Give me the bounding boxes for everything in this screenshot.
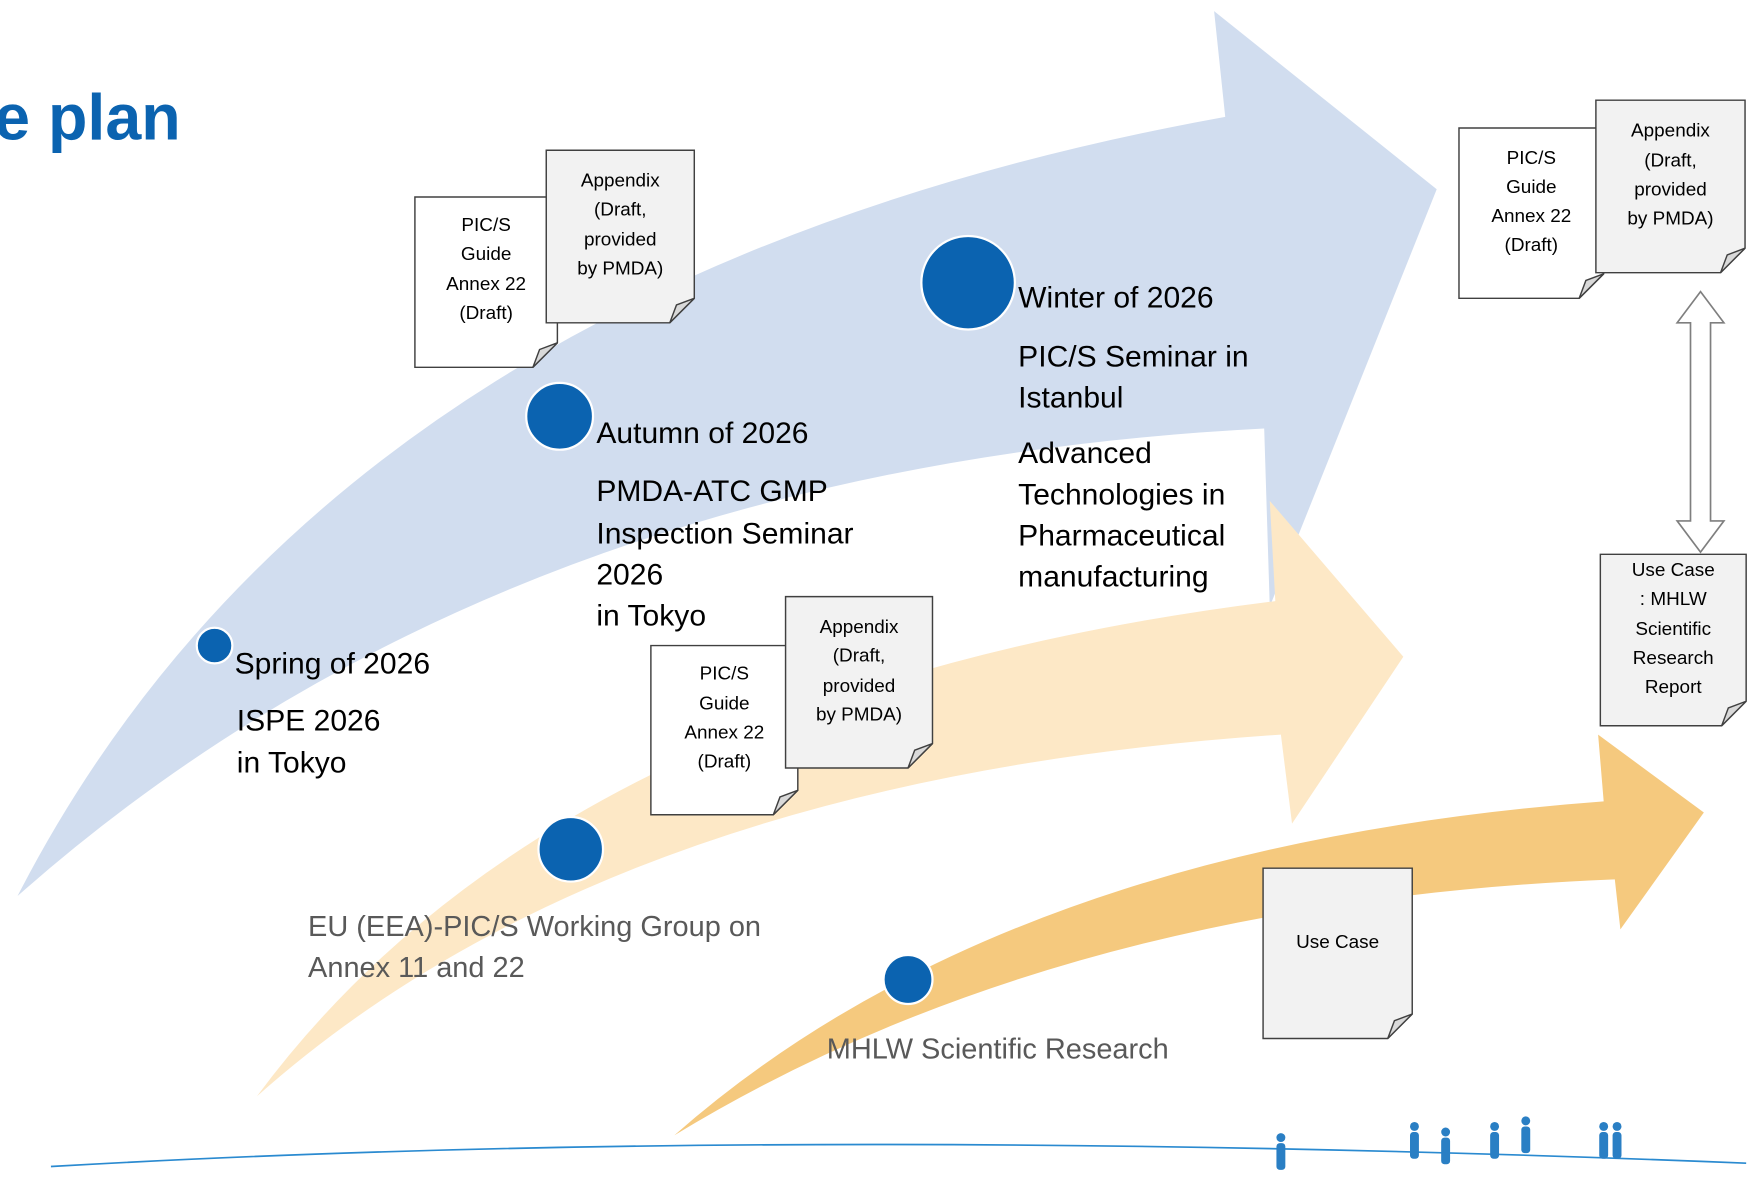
milestone-line: in Tokyo bbox=[237, 747, 347, 780]
slide: e plan PIC/S Guide Annex 22 (Draft) Appendix… bbox=[0, 0, 1747, 1191]
document-line: by PMDA) bbox=[577, 258, 663, 279]
figure-body bbox=[1410, 1132, 1419, 1159]
document-line: Annex 22 bbox=[1491, 206, 1571, 227]
figure-head bbox=[1441, 1128, 1450, 1137]
figure-head bbox=[1521, 1116, 1530, 1125]
document-line: PIC/S bbox=[461, 215, 510, 236]
document-line: Appendix bbox=[581, 170, 660, 191]
figure-head bbox=[1410, 1122, 1419, 1131]
track-label: EU (EEA)-PIC/S Working Group on bbox=[308, 911, 761, 943]
document-line: (Draft, bbox=[594, 199, 647, 220]
milestone-line: 2026 bbox=[596, 559, 663, 592]
track-label: Annex 11 and 22 bbox=[308, 952, 525, 984]
dot bbox=[197, 628, 233, 664]
milestone-line: in Tokyo bbox=[596, 600, 706, 633]
milestone-line: Advanced bbox=[1018, 437, 1152, 470]
document-line: Research bbox=[1633, 648, 1714, 669]
document bbox=[1263, 868, 1412, 1038]
document-line: PIC/S bbox=[700, 664, 749, 685]
document-line: provided bbox=[823, 676, 896, 697]
document-line: PIC/S bbox=[1507, 148, 1556, 169]
document-line: Appendix bbox=[1631, 120, 1710, 141]
milestone-date: Spring of 2026 bbox=[235, 648, 430, 681]
figure-body bbox=[1613, 1132, 1622, 1159]
document-line: : MHLW bbox=[1640, 589, 1707, 610]
milestone-line: PIC/S Seminar in bbox=[1018, 340, 1248, 373]
figure-body bbox=[1521, 1126, 1530, 1153]
milestone-date: Winter of 2026 bbox=[1018, 281, 1213, 314]
dot bbox=[538, 817, 603, 882]
document-line: Report bbox=[1645, 677, 1702, 698]
document-line: Use Case bbox=[1632, 560, 1715, 581]
figure-body bbox=[1490, 1132, 1499, 1159]
figure-body bbox=[1276, 1143, 1285, 1170]
document-line: provided bbox=[1634, 179, 1707, 200]
milestone-line: Inspection Seminar bbox=[596, 517, 853, 550]
document-line: (Draft, bbox=[1644, 150, 1697, 171]
document-line: Use Case bbox=[1296, 932, 1379, 953]
milestone-line: Pharmaceutical bbox=[1018, 520, 1225, 553]
milestone-line: Istanbul bbox=[1018, 382, 1123, 415]
figure-head bbox=[1599, 1122, 1608, 1131]
document-line: Scientific bbox=[1635, 619, 1711, 640]
document-line: Guide bbox=[1506, 177, 1556, 198]
document-line: by PMDA) bbox=[1627, 208, 1713, 229]
document-line: Guide bbox=[461, 244, 511, 265]
page: { "title": "e plan", "milestones": [ {"d… bbox=[0, 0, 1747, 1191]
figure-body bbox=[1441, 1138, 1450, 1165]
document-line: (Draft, bbox=[833, 646, 886, 667]
slide-title: e plan bbox=[0, 81, 181, 153]
figure-head bbox=[1613, 1122, 1622, 1131]
figure-head bbox=[1276, 1133, 1285, 1142]
milestone-line: ISPE 2026 bbox=[237, 704, 381, 737]
document-line: Annex 22 bbox=[684, 723, 764, 744]
dot bbox=[526, 383, 593, 450]
figures bbox=[1276, 1116, 1621, 1169]
track-label: MHLW Scientific Research bbox=[827, 1033, 1169, 1065]
document-line: (Draft) bbox=[698, 751, 752, 772]
figure-body bbox=[1599, 1132, 1608, 1159]
milestone-line: Technologies in bbox=[1018, 478, 1225, 511]
figure-head bbox=[1490, 1122, 1499, 1131]
document-line: (Draft) bbox=[1505, 235, 1559, 256]
document-page bbox=[1263, 868, 1412, 1038]
double-arrow bbox=[1677, 292, 1724, 552]
milestone-line: PMDA-ATC GMP bbox=[596, 475, 827, 508]
dot bbox=[884, 955, 933, 1004]
milestone-date: Autumn of 2026 bbox=[596, 417, 808, 450]
milestone-line: manufacturing bbox=[1018, 561, 1208, 594]
document-line: (Draft) bbox=[459, 303, 513, 324]
document-line: by PMDA) bbox=[816, 705, 902, 726]
dot bbox=[921, 236, 1014, 329]
document-line: Appendix bbox=[820, 617, 899, 638]
document-line: Annex 22 bbox=[446, 274, 526, 295]
document-line: provided bbox=[584, 229, 657, 250]
document-line: Guide bbox=[699, 694, 749, 715]
